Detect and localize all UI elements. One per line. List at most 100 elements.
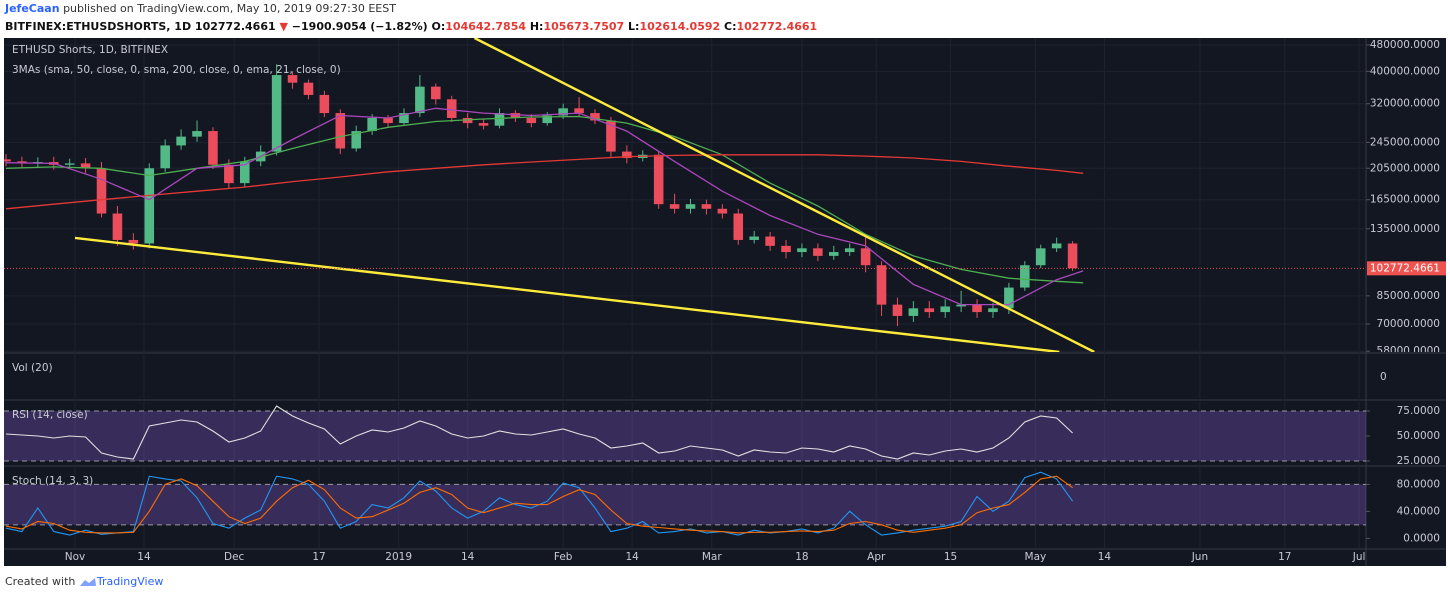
x-tick-label: May: [1025, 551, 1047, 563]
y-axis: 75.0000 50.0000 25.0000: [1366, 405, 1440, 467]
candle-body: [271, 75, 282, 152]
candle-body: [240, 161, 250, 184]
author[interactable]: JefeCaan: [5, 2, 60, 15]
candle-body: [1035, 248, 1046, 266]
candle-body: [685, 204, 696, 209]
pane-title: Stoch (14, 3, 3): [12, 475, 93, 487]
candle-body: [701, 204, 712, 209]
trendline: [473, 38, 1095, 352]
candle-body: [590, 113, 600, 121]
change: −1900.9054 (−1.82%): [291, 20, 428, 33]
y-tick-label: 25.0000: [1397, 455, 1440, 467]
candle-body: [319, 94, 330, 114]
candle-body: [1067, 243, 1078, 269]
candle-body: [80, 163, 91, 169]
candle-body: [733, 213, 744, 240]
x-tick-label: Jul: [1352, 551, 1366, 563]
candle-body: [462, 117, 473, 124]
price-axis: 480000.0000 400000.0000 320000.0000 245000.…: [1366, 39, 1440, 352]
candle-body: [653, 154, 664, 205]
candle-body: [749, 236, 759, 240]
published: published on TradingView.com, May 10, 20…: [63, 2, 396, 15]
candle-body: [144, 168, 155, 244]
candle-body: [4, 159, 11, 162]
y-tick-label: 0.0000: [1403, 532, 1440, 544]
candle-body: [844, 248, 855, 253]
x-tick-label: 2019: [385, 551, 412, 563]
candle-body: [128, 239, 139, 244]
candle-body: [606, 120, 616, 152]
candle-body: [494, 113, 505, 126]
y-tick-label: 135000.0000: [1370, 223, 1440, 235]
candle-body: [335, 113, 346, 149]
x-tick-label: Apr: [867, 551, 886, 563]
candle-body: [622, 151, 632, 159]
brand[interactable]: TradingView: [96, 575, 164, 588]
x-tick-label: 18: [795, 551, 808, 563]
candle-body: [446, 99, 457, 118]
logo: [79, 578, 96, 586]
y-tick-label: 165000.0000: [1370, 194, 1440, 206]
price: 102772.4661: [194, 20, 276, 33]
candle-body: [526, 117, 537, 124]
x-tick-label: Mar: [702, 551, 722, 563]
y-tick-label: 245000.0000: [1370, 136, 1440, 148]
candle-body: [383, 117, 393, 124]
last-price-box: [1367, 261, 1446, 276]
trendline: [74, 236, 1060, 352]
indicator-line: [5, 475, 1073, 534]
l: 102614.0592: [639, 20, 721, 33]
candle-body: [669, 204, 680, 209]
candle-body: [224, 164, 234, 184]
candle-body: [876, 265, 887, 305]
x-tick-label: 17: [1278, 551, 1291, 563]
candle-body: [510, 113, 521, 118]
x-tick-label: Nov: [65, 551, 86, 563]
candle-body: [160, 145, 170, 169]
candle-body: [1004, 287, 1014, 309]
candle-body: [96, 168, 107, 214]
candle-body: [988, 308, 998, 313]
pane-title: ETHUSD Shorts, 1D, BITFINEX: [12, 44, 168, 56]
candle-body: [351, 131, 361, 149]
candle-body: [765, 236, 775, 246]
y-tick-label: 85000.0000: [1377, 290, 1440, 302]
y-tick-label: 400000.0000: [1370, 65, 1440, 77]
candle-body: [64, 163, 75, 165]
candle-body: [367, 117, 377, 132]
y-axis: 80.0000 40.0000 0.0000: [1366, 478, 1440, 544]
candle-body: [860, 248, 871, 266]
c: 102772.4661: [736, 20, 818, 33]
candle-body: [558, 108, 568, 116]
c-label: C:: [724, 20, 737, 33]
candle-body: [192, 131, 202, 137]
x-tick-label: 14: [1098, 551, 1112, 563]
candle-body: [112, 213, 123, 240]
arrow: ▼: [279, 20, 288, 33]
o: 104642.7854: [445, 20, 526, 33]
candle-body: [287, 75, 298, 83]
y-tick-label: 205000.0000: [1370, 162, 1440, 174]
candle-body: [940, 306, 950, 313]
x-tick-label: 14: [461, 551, 475, 563]
candle-body: [956, 304, 966, 307]
moving-average: [5, 107, 1084, 306]
candle-body: [829, 252, 839, 256]
y-tick-label: 320000.0000: [1370, 98, 1440, 110]
header: JefeCaan published on TradingView.com, M…: [5, 0, 817, 36]
x-tick-label: Dec: [224, 551, 245, 563]
candle-body: [303, 82, 314, 95]
candle-body: [924, 308, 935, 313]
candle-body: [717, 208, 728, 214]
o-label: O:: [431, 20, 446, 33]
last-price-label: 102772.4661: [1370, 262, 1440, 274]
x-tick-label: 14: [625, 551, 639, 563]
candle-body: [176, 136, 186, 146]
x-tick-label: 14: [137, 551, 151, 563]
y-tick-label: 50.0000: [1397, 430, 1440, 442]
band: [4, 411, 1366, 461]
candle-body: [399, 113, 409, 124]
candle-body: [908, 308, 919, 316]
h: 105673.7507: [543, 20, 625, 33]
